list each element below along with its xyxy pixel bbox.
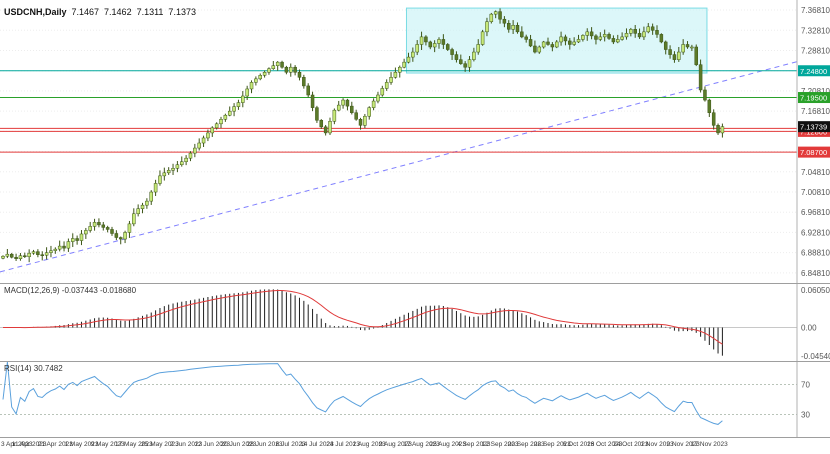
date-label: 9 Aug 2023 xyxy=(378,441,412,448)
price-axis-label: 6.84810 xyxy=(801,269,830,278)
price-axis-label: 7.20810 xyxy=(801,87,830,96)
date-label: 17 Nov 2023 xyxy=(690,441,728,448)
date-label: 1 May 2023 xyxy=(64,441,99,448)
candles xyxy=(1,8,725,263)
date-label: 9 May 2023 xyxy=(90,441,125,448)
date-label: 1 Aug 2023 xyxy=(352,441,386,448)
price-axis-label: 6.88810 xyxy=(801,249,830,258)
price-tag-text: 7.13739 xyxy=(800,123,827,132)
price-panel: 7.368107.328107.288107.248107.208107.168… xyxy=(0,0,830,283)
macd-panel: 0.06050 0.00 -0.04540 MACD(12,26,9) -0.037… xyxy=(0,284,830,361)
macd-axis-label: -0.04540 xyxy=(801,352,830,361)
macd-axis-label: 0.06050 xyxy=(801,286,830,295)
price-tag-text: 7.08700 xyxy=(800,148,827,157)
date-label: 17 May 2023 xyxy=(115,441,153,448)
panel-separator[interactable] xyxy=(0,283,830,284)
panel-separator[interactable] xyxy=(0,361,830,362)
date-label: 20 Jun 2023 xyxy=(220,441,257,448)
macd-axis-label: 0.00 xyxy=(801,324,817,333)
date-label: 24 Jul 2023 xyxy=(326,441,360,448)
date-label: 17 Aug 2023 xyxy=(403,441,440,448)
price-axis-label: 7.04810 xyxy=(801,168,830,177)
trend-line[interactable] xyxy=(0,61,798,273)
price-tag xyxy=(798,92,830,104)
date-label: 24 Oct 2023 xyxy=(613,441,649,448)
price-axis-label: 7.00810 xyxy=(801,188,830,197)
price-tag-text: 7.19500 xyxy=(800,94,827,103)
rsi-axis-label: 70 xyxy=(801,381,810,390)
price-tag xyxy=(798,121,830,133)
rsi-axis-label: 30 xyxy=(801,411,810,420)
macd-chart-canvas[interactable]: 0.06050 0.00 -0.04540 xyxy=(0,284,830,361)
panel-separator xyxy=(0,437,830,438)
date-label: 4 Sep 2023 xyxy=(457,441,491,448)
rsi-chart-canvas[interactable]: 70 30 xyxy=(0,362,830,437)
date-label: 3 Apr 2023 xyxy=(1,441,33,448)
price-axis-label: 7.16810 xyxy=(801,107,830,116)
date-label: 28 Jun 2023 xyxy=(246,441,283,448)
date-label: 16 Oct 2023 xyxy=(586,441,623,448)
date-label: 1 Nov 2023 xyxy=(640,441,674,448)
price-chart-canvas[interactable]: 7.368107.328107.288107.248107.208107.168… xyxy=(0,0,830,283)
date-label: 6 Jul 2023 xyxy=(275,441,306,448)
price-tag xyxy=(798,146,830,158)
date-label: 6 Oct 2023 xyxy=(562,441,595,448)
price-axis-label: 7.28810 xyxy=(801,46,830,55)
price-tag xyxy=(798,65,830,77)
price-axis-label: 6.96810 xyxy=(801,208,830,217)
rsi-line xyxy=(2,362,723,425)
date-label: 28 Sep 2023 xyxy=(533,441,571,448)
date-label: 2 Jun 2023 xyxy=(170,441,203,448)
price-axis-label: 7.32810 xyxy=(801,26,830,35)
date-label: 25 May 2023 xyxy=(141,441,179,448)
rsi-panel: 70 30 RSI(14) 30.7482 xyxy=(0,362,830,437)
price-axis-label: 7.36810 xyxy=(801,6,830,15)
date-label: 25 Aug 2023 xyxy=(429,441,466,448)
date-label: 11 Apr 2023 xyxy=(11,441,47,448)
date-label: 21 Apr 2023 xyxy=(37,441,73,448)
macd-signal-line xyxy=(3,290,723,345)
price-axis-label: 6.92810 xyxy=(801,228,830,237)
date-label: 9 Nov 2023 xyxy=(666,441,700,448)
date-label: 12 Sep 2023 xyxy=(481,441,519,448)
date-label: 20 Sep 2023 xyxy=(507,441,545,448)
time-axis[interactable]: 3 Apr 2023 11 Apr 2023 21 Apr 2023 1 May 20… xyxy=(0,438,830,454)
date-label: 14 Jul 2023 xyxy=(300,441,334,448)
macd-histogram xyxy=(6,289,723,356)
price-tag-text: 7.24800 xyxy=(800,67,827,76)
date-label: 12 Jun 2023 xyxy=(194,441,231,448)
